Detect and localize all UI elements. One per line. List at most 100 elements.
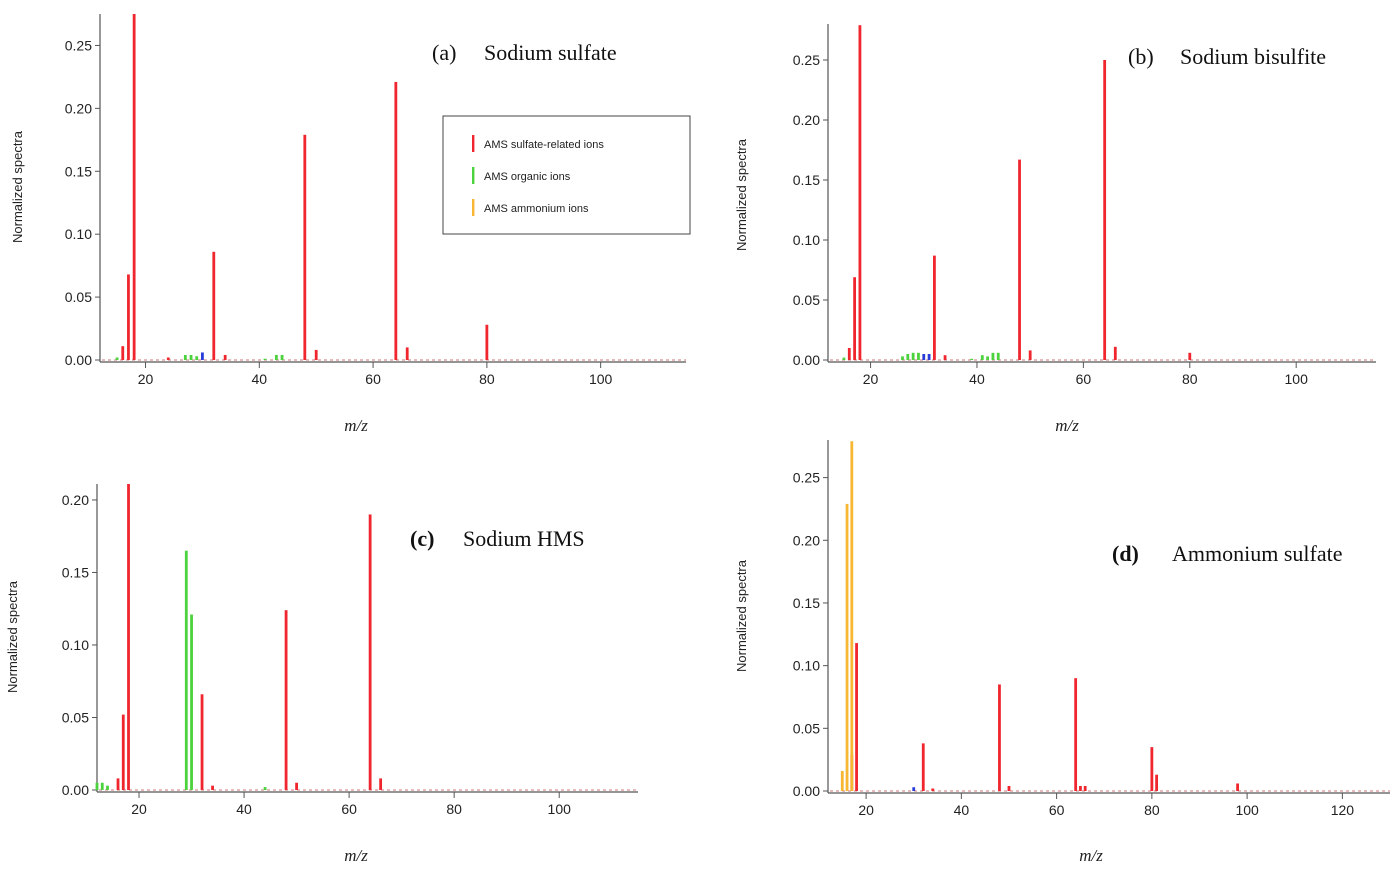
y-axis-label: Normalized spectra [10, 130, 25, 243]
ammonium-bar-mz-17 [850, 441, 854, 791]
legend-label-sulfate: AMS sulfate-related ions [484, 139, 604, 151]
sulfate-bar-mz-18 [127, 484, 130, 790]
legend-swatch-sulfate [472, 135, 475, 152]
sulfate-bar-mz-34 [931, 788, 935, 791]
sulfate-bar-mz-32 [933, 255, 936, 360]
sulfate-bar-mz-48 [284, 610, 288, 790]
x-tick-label: 100 [1285, 371, 1309, 387]
ammonium-bar-mz-15 [840, 770, 844, 791]
sulfate-bar-mz-66 [1083, 785, 1087, 791]
y-tick-label: 0.15 [793, 595, 820, 611]
x-tick-label: 60 [341, 801, 357, 817]
sulfate-bar-mz-50 [314, 349, 318, 360]
panel-a-sodium-sulfate: 0.00 0.05 0.10 0.15 0.20 0.25 20 40 60 80 100 Norma… [10, 14, 691, 435]
organic-bar-mz-42 [986, 356, 990, 360]
y-tick-label: 0.05 [62, 709, 89, 725]
organic-bar-mz-43 [991, 352, 995, 360]
y-tick-label: 0.05 [793, 292, 820, 308]
organic-bar-mz-15 [115, 357, 119, 360]
y-tick-label: 0.25 [65, 37, 92, 53]
sulfate-bar-mz-34 [943, 355, 947, 360]
sulfate-bar-mz-34 [223, 354, 227, 360]
y-tick-label: 0.15 [65, 163, 92, 179]
sulfate-bar-mz-32 [212, 251, 216, 360]
x-tick-label: 80 [446, 801, 462, 817]
sulfate-bar-mz-98 [1236, 783, 1239, 791]
y-axis-label: Normalized spectra [734, 138, 749, 251]
sulfate-bar-mz-48 [303, 134, 307, 360]
sulfate-bar-mz-48 [1018, 159, 1021, 360]
x-axis-label: m/z [344, 846, 368, 864]
organic-bar-mz-14 [106, 785, 109, 790]
sulfate-bar-mz-17 [121, 714, 125, 790]
x-tick-label: 40 [969, 371, 985, 387]
x-tick-label: 60 [1076, 371, 1092, 387]
y-axis-label: Normalized spectra [5, 580, 20, 693]
y-tick-label: 0.00 [65, 352, 92, 368]
x-tick-label: 20 [858, 802, 874, 818]
sulfate-bar-mz-80 [485, 324, 489, 360]
y-tick-label: 0.05 [793, 720, 820, 736]
x-tick-label: 20 [138, 371, 154, 387]
organic-bar-mz-13 [100, 782, 104, 790]
panel-label: (d) [1112, 541, 1139, 566]
y-axis-label: Normalized spectra [734, 559, 749, 672]
organic-bar-mz-44 [263, 787, 267, 790]
sulfate-bar-mz-18 [858, 25, 862, 360]
sulfate-bar-mz-16 [847, 348, 851, 360]
organic-bar-mz-29 [917, 352, 920, 360]
x-axis-label: m/z [1079, 846, 1103, 864]
sulfate-bar-mz-32 [200, 694, 204, 790]
x-tick-label: 40 [954, 802, 970, 818]
organic-bar-mz-41 [980, 355, 984, 360]
organic-bar-mz-12 [95, 782, 99, 790]
other-bar-mz-31 [927, 354, 931, 360]
y-tick-label: 0.15 [793, 172, 820, 188]
organic-bar-mz-44 [996, 352, 1000, 360]
organic-bar-mz-28 [189, 354, 193, 360]
y-tick-label: 0.20 [65, 100, 92, 116]
y-tick-label: 0.10 [62, 637, 89, 653]
sulfate-bar-mz-66 [1113, 346, 1117, 360]
y-tick-label: 0.25 [793, 470, 820, 486]
legend-label-ammonium: AMS ammonium ions [484, 203, 589, 215]
sulfate-bar-mz-50 [1007, 785, 1011, 791]
y-tick-label: 0.00 [793, 783, 820, 799]
x-tick-label: 40 [236, 801, 252, 817]
x-axis-label: m/z [1055, 416, 1079, 435]
y-tick-label: 0.25 [793, 52, 820, 68]
y-tick-label: 0.10 [65, 226, 92, 242]
other-bar-mz-30 [912, 787, 916, 791]
x-tick-label: 20 [863, 371, 879, 387]
panel-label: (c) [410, 526, 434, 551]
x-tick-label: 80 [1182, 371, 1198, 387]
organic-bar-mz-39 [970, 358, 974, 360]
panel-title: Ammonium sulfate [1172, 541, 1342, 566]
organic-bar-mz-27 [183, 354, 187, 360]
y-tick-label: 0.00 [62, 782, 89, 798]
organic-bar-mz-15 [842, 357, 846, 360]
x-tick-label: 40 [252, 371, 268, 387]
panel-c-sodium-hms: 0.00 0.05 0.10 0.15 0.20 20 40 60 80 100 Normalize… [5, 484, 638, 865]
other-bar-mz-30 [201, 352, 204, 360]
organic-bar-mz-26 [901, 356, 904, 360]
y-tick-label: 0.05 [65, 289, 92, 305]
organic-bar-mz-30 [190, 614, 193, 790]
sulfate-bar-mz-24 [166, 357, 170, 360]
sulfate-bar-mz-64 [368, 514, 372, 790]
y-tick-label: 0.20 [793, 532, 820, 548]
y-tick-label: 0.20 [793, 112, 820, 128]
organic-bar-mz-29 [195, 356, 199, 360]
sulfate-bar-mz-34 [211, 785, 214, 790]
sulfate-bar-mz-64 [394, 81, 398, 360]
sulfate-bar-mz-18 [132, 14, 136, 360]
legend-box [442, 115, 691, 235]
sulfate-bar-mz-80 [1150, 747, 1154, 791]
panel-title: Sodium bisulfite [1180, 44, 1326, 69]
sulfate-bar-mz-64 [1074, 678, 1078, 791]
panel-b-sodium-bisulfite: 0.00 0.05 0.10 0.15 0.20 0.25 20 40 60 80 100 Norma… [734, 24, 1376, 435]
panel-label: (a) [432, 40, 456, 65]
sulfate-bar-mz-17 [127, 274, 130, 360]
